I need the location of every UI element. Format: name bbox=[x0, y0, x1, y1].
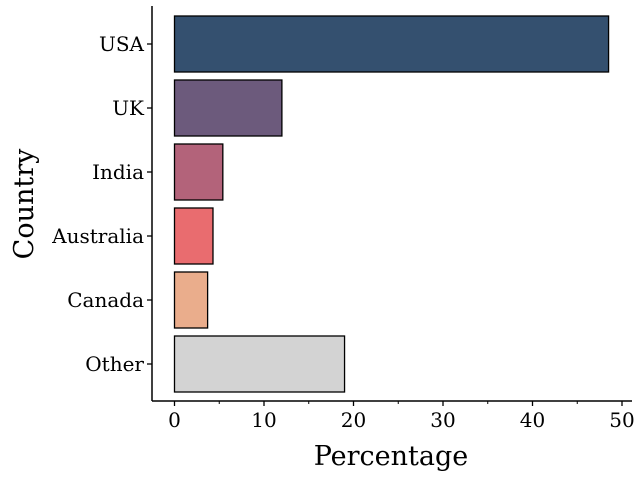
x-tick-label-10: 10 bbox=[251, 408, 276, 432]
x-tick-label-20: 20 bbox=[341, 408, 366, 432]
x-tick-label-40: 40 bbox=[520, 408, 545, 432]
bar-usa bbox=[173, 15, 610, 73]
x-tick-label-0: 0 bbox=[168, 408, 181, 432]
bar-canada bbox=[173, 271, 209, 329]
axes-group bbox=[151, 6, 632, 402]
x-axis-title: Percentage bbox=[314, 441, 469, 472]
y-tick-label-uk: UK bbox=[112, 96, 145, 120]
y-tick-label-usa: USA bbox=[99, 32, 145, 56]
bar-uk bbox=[173, 79, 283, 137]
y-tick-label-india: India bbox=[92, 160, 144, 184]
y-axis-title: Country bbox=[9, 148, 40, 259]
y-ticks-group: USA UK India Australia Canada Other bbox=[51, 32, 152, 376]
y-tick-label-canada: Canada bbox=[67, 288, 144, 312]
bar-india bbox=[173, 143, 224, 201]
x-tick-label-50: 50 bbox=[609, 408, 634, 432]
y-tick-label-australia: Australia bbox=[51, 224, 144, 248]
x-ticks-group: 0 10 20 30 40 50 bbox=[168, 401, 635, 432]
bar-other bbox=[173, 335, 346, 393]
y-tick-label-other: Other bbox=[85, 352, 144, 376]
x-tick-label-30: 30 bbox=[430, 408, 455, 432]
bars-group bbox=[173, 15, 610, 393]
bar-australia bbox=[173, 207, 214, 265]
